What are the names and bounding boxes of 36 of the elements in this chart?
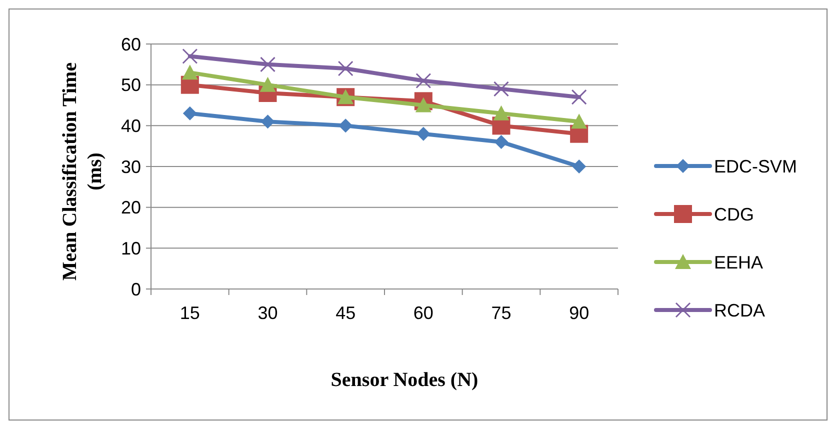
point <box>493 105 510 120</box>
point <box>260 114 275 129</box>
point <box>494 135 508 149</box>
point <box>338 118 353 133</box>
point <box>182 48 198 64</box>
x-tick-label: 45 <box>336 303 356 323</box>
legend-label: CDG <box>714 204 754 224</box>
y-tick-label: 50 <box>120 75 141 96</box>
y-tick-label: 20 <box>120 198 141 218</box>
legend-label: RCDA <box>714 300 766 320</box>
y-tick-label: 10 <box>120 238 141 258</box>
legend-label: EEHA <box>714 252 764 272</box>
x-tick-label: 60 <box>413 303 434 323</box>
point <box>494 81 509 97</box>
x-tick-label: 90 <box>569 303 590 323</box>
y-tick-label: 60 <box>120 34 141 54</box>
legend-label: EDC-SVM <box>714 156 798 176</box>
point <box>338 60 354 76</box>
point <box>572 160 586 174</box>
point <box>571 114 588 129</box>
x-tick-label: 30 <box>258 303 278 323</box>
point <box>416 126 430 141</box>
y-axis-title: Mean Classification Time (ms) <box>59 62 106 281</box>
point <box>260 56 276 72</box>
x-axis-title: Sensor Nodes (N) <box>330 369 478 391</box>
y-tick-label: 0 <box>130 279 141 300</box>
x-tick-label: 15 <box>180 303 200 323</box>
x-tick-label: 75 <box>491 303 512 323</box>
y-tick-label: 40 <box>120 116 141 136</box>
point <box>182 106 197 120</box>
point <box>416 73 432 88</box>
point <box>571 89 587 105</box>
point <box>415 97 432 112</box>
point <box>260 76 276 92</box>
y-tick-label: 30 <box>120 156 141 177</box>
point <box>182 64 198 80</box>
